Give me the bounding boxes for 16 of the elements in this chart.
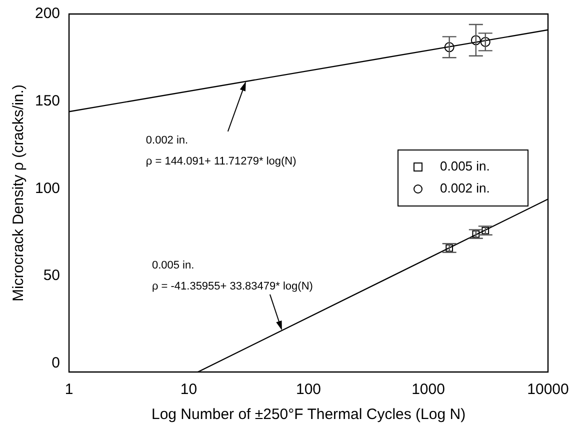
y-tick-label: 0 [52, 354, 60, 372]
x-tick-label: 10 [180, 381, 198, 398]
y-tick-label: 50 [43, 267, 60, 284]
y-axis-title: Microcrack Density ρ (cracks/in.) [10, 84, 28, 302]
x-axis-title: Log Number of ±250°F Thermal Cycles (Log N) [151, 406, 466, 424]
annotation: 0.002 in. ρ = 144.091+ 11.71279* log(N) [146, 134, 296, 168]
y-tick-label: 150 [34, 92, 60, 110]
x-tick-label: 100 [296, 381, 322, 398]
y-tick-label: 100 [34, 180, 60, 197]
x-tick-label: 1 [64, 381, 74, 398]
annotation: 0.005 in. ρ = -41.35955+ 33.83479* log(N) [152, 259, 313, 292]
y-tick-label: 200 [34, 5, 60, 22]
x-tick-label: 10000 [527, 381, 569, 398]
x-tick-label: 1000 [412, 381, 445, 398]
legend-label: 0.005 in. [440, 158, 490, 174]
legend-label: 0.002 in. [440, 180, 490, 196]
